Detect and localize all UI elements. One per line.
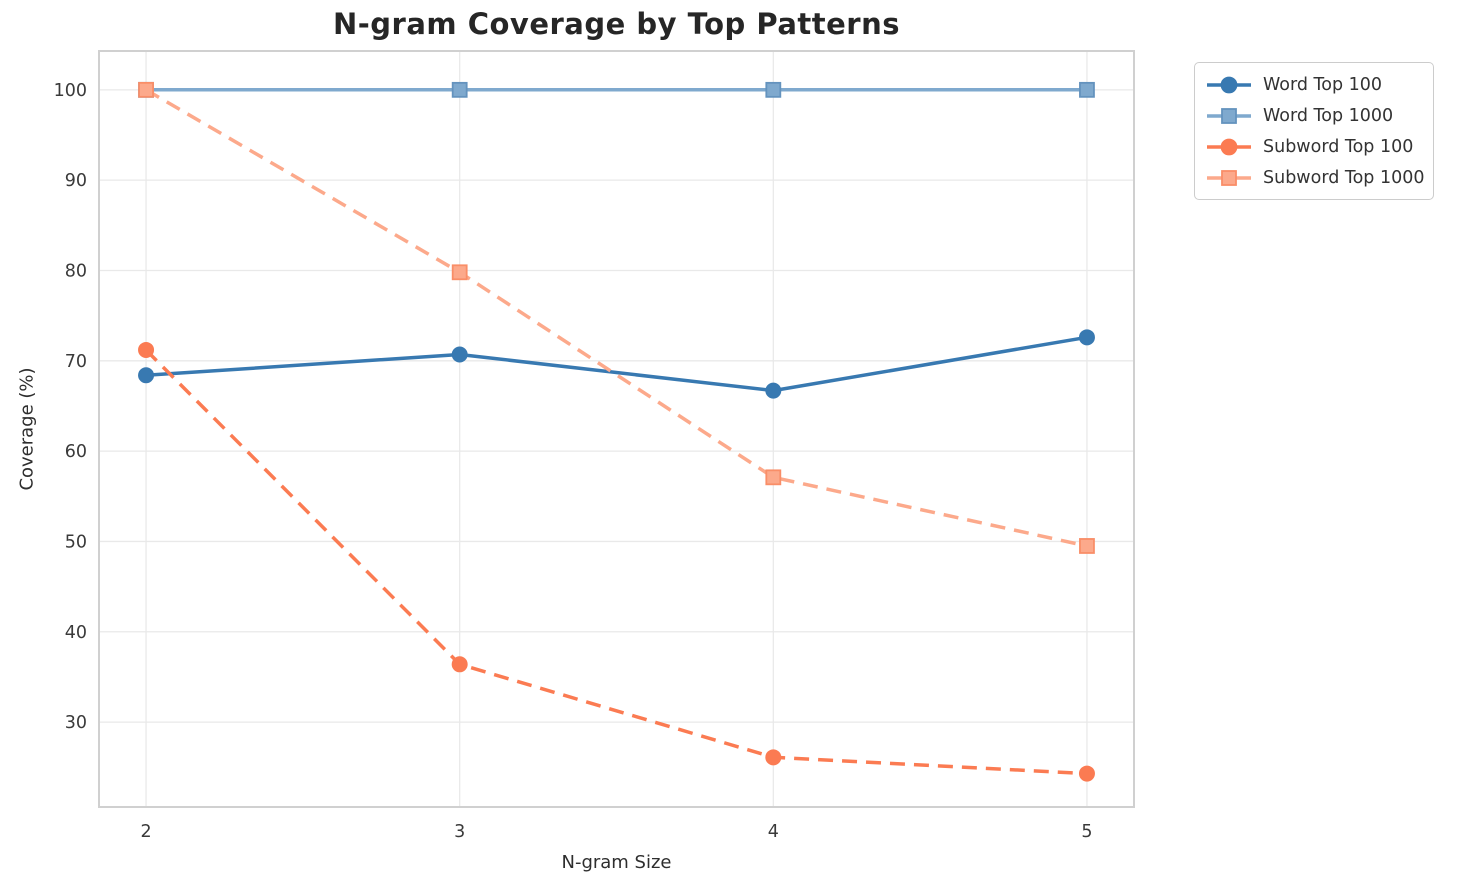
- plot-border: [98, 50, 1135, 808]
- y-tick-label: 40: [65, 623, 87, 643]
- series-line-word-top-100: [145, 335, 1088, 393]
- y-tick-label: 60: [65, 442, 87, 462]
- y-axis-label: Coverage (%): [16, 367, 38, 491]
- y-tick-label: 50: [65, 532, 87, 552]
- data-point-marker: [765, 469, 782, 486]
- legend-label: Word Top 100: [1263, 74, 1383, 95]
- x-tick-label: 5: [1081, 822, 1092, 842]
- legend-label: Subword Top 1000: [1263, 167, 1425, 188]
- legend-marker-icon: [1207, 107, 1251, 124]
- data-point-marker: [451, 81, 468, 98]
- series-line-subword-top-100: [144, 348, 1088, 776]
- x-tick-label: 2: [140, 822, 151, 842]
- x-tick-label: 3: [454, 822, 465, 842]
- legend-marker-icon: [1207, 76, 1251, 93]
- legend-item-subword-top-100: Subword Top 100: [1205, 133, 1421, 160]
- legend-marker-icon: [1207, 169, 1251, 186]
- data-point-marker: [138, 341, 155, 358]
- y-tick-label: 90: [65, 171, 87, 191]
- data-point-marker: [451, 264, 468, 281]
- y-tick-label: 30: [65, 713, 87, 733]
- chart-title: N-gram Coverage by Top Patterns: [332, 7, 901, 41]
- series-line-subword-top-1000: [145, 88, 1088, 548]
- x-tick-label: 4: [768, 822, 779, 842]
- data-point-marker: [765, 749, 782, 766]
- legend-item-word-top-1000: Word Top 1000: [1205, 102, 1421, 129]
- data-point-marker: [1079, 538, 1095, 554]
- data-point-marker: [765, 382, 782, 399]
- legend: Word Top 100 Word Top 1000 Subword Top 100…: [1194, 62, 1434, 200]
- data-point-marker: [451, 346, 468, 363]
- legend-label: Word Top 1000: [1263, 105, 1394, 126]
- y-tick-label: 80: [65, 261, 87, 281]
- data-point-marker: [138, 81, 154, 98]
- data-point-marker: [765, 81, 782, 98]
- data-point-marker: [1078, 329, 1095, 346]
- x-axis-label: N-gram Size: [561, 852, 672, 873]
- legend-item-subword-top-1000: Subword Top 1000: [1205, 164, 1425, 191]
- data-point-marker: [1078, 765, 1095, 782]
- legend-marker-icon: [1207, 138, 1251, 155]
- data-point-marker: [138, 367, 155, 384]
- legend-item-word-top-100: Word Top 100: [1205, 71, 1421, 98]
- y-tick-label: 100: [54, 81, 87, 101]
- data-point-marker: [1079, 81, 1095, 98]
- legend-label: Subword Top 100: [1263, 136, 1414, 157]
- y-tick-label: 70: [65, 352, 87, 372]
- data-point-marker: [451, 656, 468, 673]
